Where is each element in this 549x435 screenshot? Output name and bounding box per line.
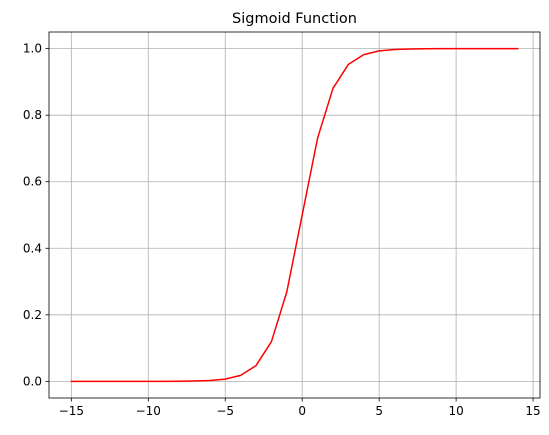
x-tick-label: 0 — [298, 404, 306, 418]
x-tick-label: 10 — [448, 404, 463, 418]
y-tick-label: 0.6 — [23, 175, 42, 189]
y-tick-label: 0.2 — [23, 308, 42, 322]
x-axis: −15 −10 −5 0 5 10 15 — [59, 398, 541, 418]
x-tick-label: −15 — [59, 404, 84, 418]
y-axis: 0.0 0.2 0.4 0.6 0.8 1.0 — [23, 42, 49, 388]
y-tick-label: 0.0 — [23, 374, 42, 388]
x-tick-label: 15 — [525, 404, 540, 418]
chart-title: Sigmoid Function — [232, 11, 357, 27]
y-tick-label: 0.4 — [23, 241, 42, 255]
x-tick-label: −5 — [216, 404, 234, 418]
x-tick-label: 5 — [375, 404, 383, 418]
sigmoid-series-line — [70, 47, 519, 383]
series-layer — [70, 47, 519, 383]
grid-lines — [49, 32, 540, 398]
plot-area-frame — [48, 31, 541, 399]
x-tick-label: −10 — [136, 404, 161, 418]
y-tick-label: 0.8 — [23, 108, 42, 122]
y-tick-label: 1.0 — [23, 42, 42, 56]
